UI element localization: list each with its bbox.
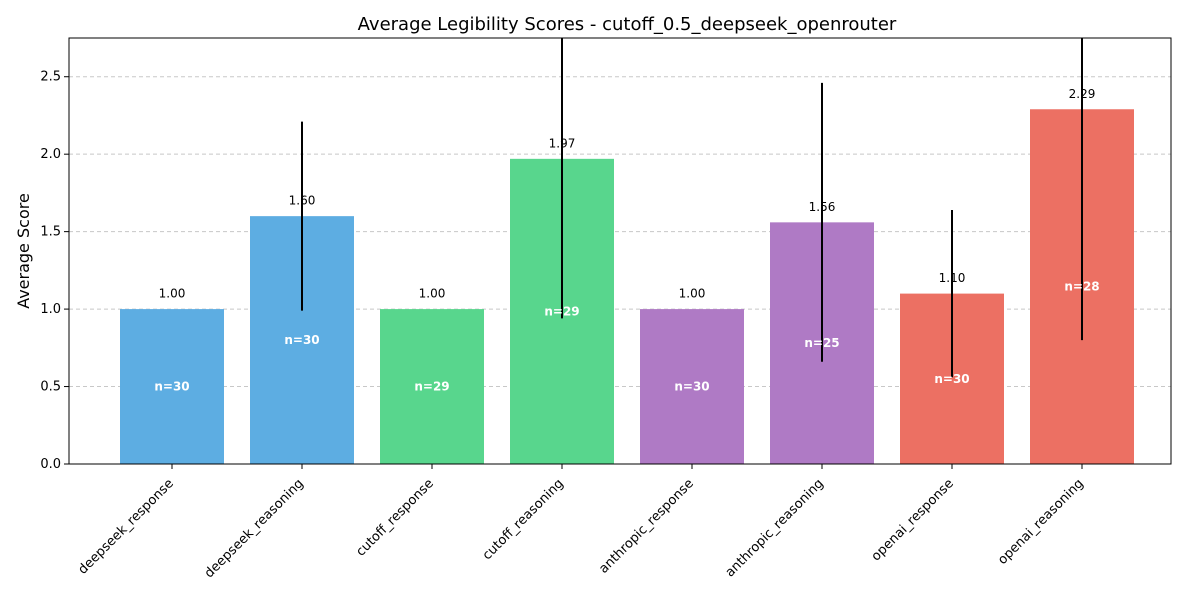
bar (640, 309, 744, 464)
value-label: 2.29 (1069, 87, 1096, 101)
data-labels: 1.00 n=30 1.60 n=30 1.00 n=29 1.97 n=29 1.00 n=30… (154, 87, 1099, 394)
x-tick-label: openai_reasoning (995, 476, 1087, 568)
n-label: n=30 (284, 333, 319, 347)
x-tick-label: cutoff_reasoning (480, 476, 567, 563)
y-tick-label: 2.5 (40, 70, 61, 85)
x-ticks: deepseek_response deepseek_reasoning cutof… (75, 464, 1087, 581)
n-label: n=28 (1064, 280, 1099, 294)
x-tick-label: deepseek_reasoning (202, 476, 307, 581)
value-label: 1.00 (679, 287, 706, 301)
x-tick-label: anthropic_response (596, 476, 696, 576)
plot-frame (68, 37, 1172, 465)
value-label: 1.97 (549, 136, 576, 150)
bar (120, 309, 224, 464)
y-ticks: 0.0 0.5 1.0 1.5 2.0 2.5 (40, 70, 69, 472)
x-tick-label: anthropic_reasoning (723, 476, 827, 580)
value-label: 1.00 (419, 287, 446, 301)
value-label: 1.00 (159, 287, 186, 301)
value-label: 1.60 (289, 194, 316, 208)
n-label: n=30 (154, 380, 189, 394)
n-label: n=30 (934, 372, 969, 386)
value-label: 1.56 (809, 200, 836, 214)
y-tick-label: 0.5 (40, 380, 61, 395)
x-tick-label: deepseek_response (75, 476, 176, 577)
y-tick-label: 2.0 (40, 147, 61, 162)
chart-title: Average Legibility Scores - cutoff_0.5_d… (358, 14, 897, 35)
n-label: n=25 (804, 336, 839, 350)
bar (380, 309, 484, 464)
x-tick-label: openai_response (869, 476, 957, 564)
error-bars (301, 38, 1083, 378)
y-tick-label: 1.5 (40, 225, 61, 240)
n-label: n=29 (414, 380, 449, 394)
x-tick-label: cutoff_response (353, 476, 436, 559)
bars (120, 109, 1134, 464)
y-tick-label: 0.0 (40, 457, 61, 472)
y-axis-label: Average Score (14, 193, 33, 309)
grid-lines (69, 76, 1171, 465)
n-label: n=29 (544, 304, 579, 318)
y-tick-label: 1.0 (40, 302, 61, 317)
n-label: n=30 (674, 380, 709, 394)
value-label: 1.10 (939, 271, 966, 285)
